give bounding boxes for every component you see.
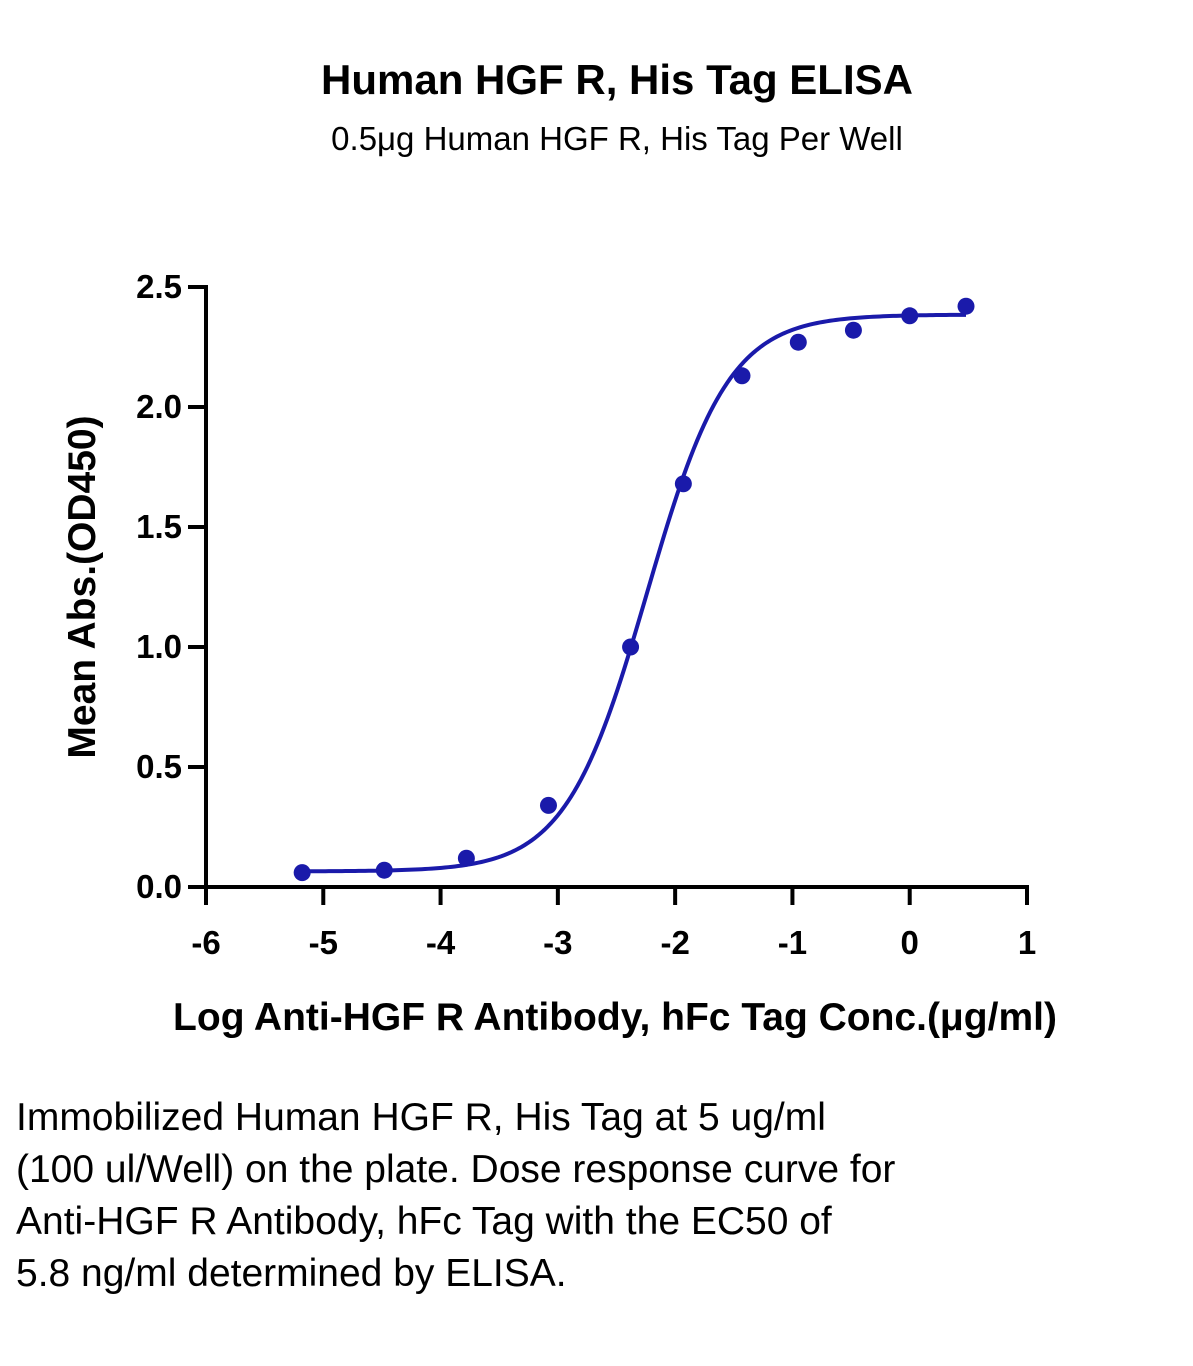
- data-point: [375, 861, 393, 879]
- chart: Human HGF R, His Tag ELISA 0.5μg Human H…: [61, 56, 1057, 1039]
- axes: [204, 285, 1029, 889]
- caption: Immobilized Human HGF R, His Tag at 5 ug…: [16, 1096, 896, 1295]
- data-point: [293, 864, 311, 882]
- data-point: [901, 307, 919, 325]
- x-tick-label: -3: [543, 924, 572, 961]
- data-point: [733, 367, 751, 385]
- data-point: [457, 849, 475, 867]
- chart-title: Human HGF R, His Tag ELISA: [321, 56, 913, 103]
- data-point: [957, 297, 975, 315]
- x-tick-label: -2: [660, 924, 689, 961]
- fit-curve: [302, 312, 967, 874]
- x-ticks: -6 -5 -4 -3 -2 -1 0 1: [191, 887, 1036, 961]
- data-point: [789, 333, 807, 351]
- y-tick-label: 1.5: [136, 508, 182, 545]
- x-tick-label: -1: [778, 924, 807, 961]
- x-tick-label: -4: [426, 924, 456, 961]
- x-tick-label: 0: [901, 924, 919, 961]
- data-point: [844, 321, 862, 339]
- y-tick-label: 2.5: [136, 268, 182, 305]
- data-points: [293, 297, 975, 882]
- y-tick-label: 1.0: [136, 628, 182, 665]
- data-point: [674, 475, 692, 493]
- y-tick-label: 0.0: [136, 868, 182, 905]
- x-tick-label: -5: [309, 924, 338, 961]
- x-tick-label: -6: [191, 924, 220, 961]
- x-axis-label: Log Anti-HGF R Antibody, hFc Tag Conc.(μ…: [173, 996, 1057, 1039]
- data-point: [539, 796, 557, 814]
- x-tick-label: 1: [1018, 924, 1036, 961]
- y-tick-label: 0.5: [136, 748, 182, 785]
- chart-subtitle: 0.5μg Human HGF R, His Tag Per Well: [331, 120, 903, 157]
- data-point: [622, 638, 640, 656]
- y-ticks: 0.0 0.5 1.0 1.5 2.0 2.5: [136, 268, 206, 905]
- y-tick-label: 2.0: [136, 388, 182, 425]
- y-axis-label: Mean Abs.(OD450): [61, 415, 104, 758]
